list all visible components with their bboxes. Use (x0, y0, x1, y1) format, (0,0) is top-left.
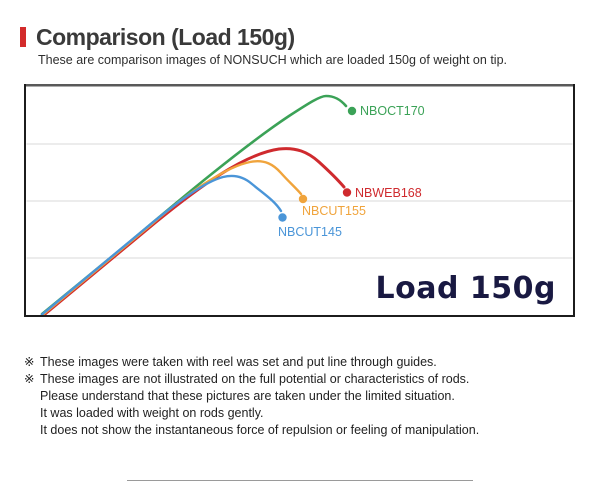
load-150g-label: Load 150g (375, 271, 556, 306)
note-bullet (24, 388, 40, 405)
note-text: It does not show the instantaneous force… (40, 423, 480, 437)
curve-nboct170 (40, 94, 348, 316)
chart-border (24, 84, 575, 317)
series-label-nboct170: NBOCT170 (360, 104, 425, 118)
chart-series-labels: NBOCT170 NBWEB168 NBCUT155 NBCUT145 (278, 104, 425, 239)
tip-dot-nbcut145 (278, 213, 287, 222)
note-bullet: ※ (24, 372, 35, 386)
note-text: Please understand that these pictures ar… (40, 389, 455, 403)
tip-dot-nbcut155 (298, 194, 308, 204)
footer-notes: ※ These images were taken with reel was … (24, 354, 479, 439)
curve-nbcut145 (40, 174, 283, 316)
page-subtitle: These are comparison images of NONSUCH w… (38, 53, 507, 67)
note-text: These images were taken with reel was se… (40, 355, 437, 369)
note-line: ※ These images were taken with reel was … (24, 354, 479, 371)
curve-nbcut155 (40, 160, 303, 317)
series-label-nbweb168: NBWEB168 (355, 186, 422, 200)
note-text: These images are not illustrated on the … (40, 372, 470, 386)
note-line: ※ These images are not illustrated on th… (24, 371, 479, 388)
series-label-nbcut145: NBCUT145 (278, 225, 342, 239)
rod-bend-chart: NBOCT170 NBWEB168 NBCUT155 NBCUT145 (24, 84, 575, 317)
note-line: Please understand that these pictures ar… (24, 388, 479, 405)
tip-dot-nbweb168 (342, 188, 352, 197)
note-bullet: ※ (24, 355, 35, 369)
section-divider (127, 480, 473, 481)
note-bullet (24, 422, 40, 439)
chart-curves (40, 94, 357, 317)
section-header: Comparison (Load 150g) (20, 24, 295, 50)
note-bullet (24, 405, 40, 422)
page-title: Comparison (Load 150g) (36, 23, 295, 50)
note-line: It does not show the instantaneous force… (24, 422, 479, 439)
rod-bend-chart-frame: NBOCT170 NBWEB168 NBCUT155 NBCUT145 (24, 84, 575, 317)
note-text: It was loaded with weight on rods gently… (40, 406, 264, 420)
red-accent-bar (20, 27, 26, 47)
note-line: It was loaded with weight on rods gently… (24, 405, 479, 422)
series-label-nbcut155: NBCUT155 (302, 204, 366, 218)
tip-dot-nboct170 (347, 106, 357, 116)
